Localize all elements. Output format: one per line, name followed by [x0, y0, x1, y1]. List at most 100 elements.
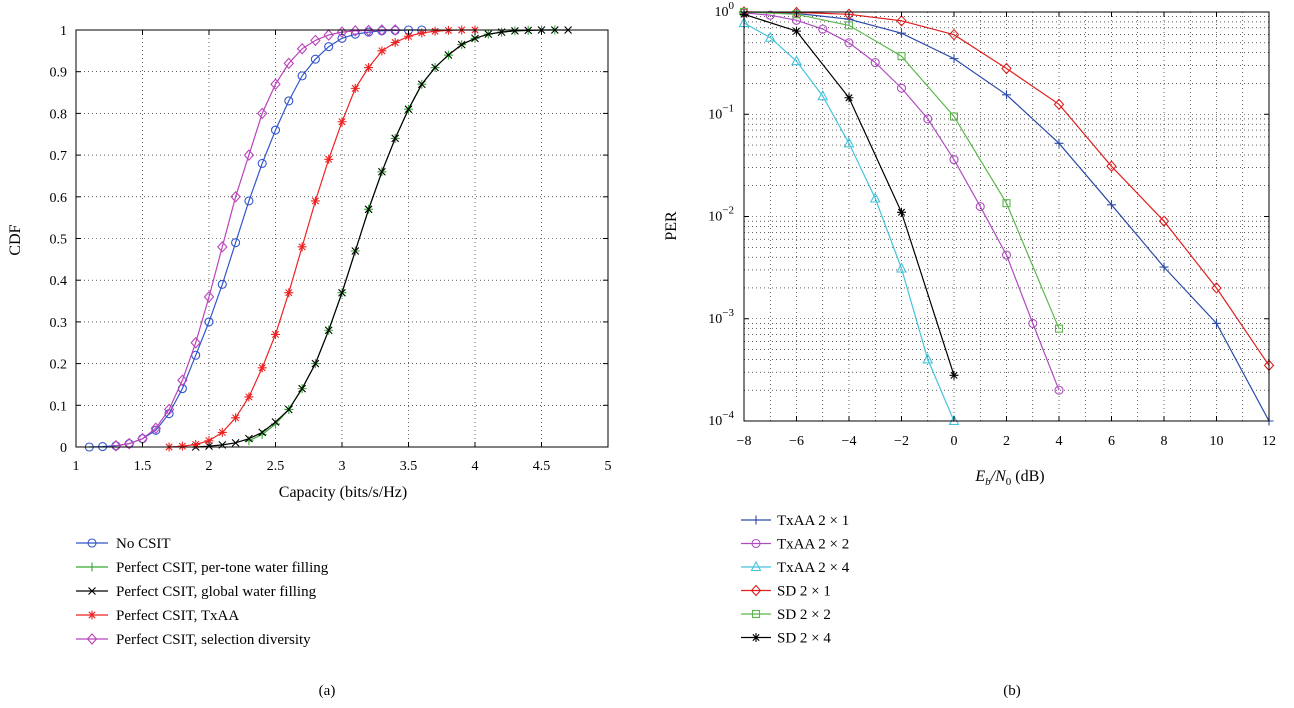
legend-item-no-csit: No CSIT	[76, 536, 171, 552]
legend-marker	[751, 633, 761, 642]
x-tick-label: 3.5	[400, 459, 418, 474]
series-line	[743, 22, 955, 422]
data-point	[363, 24, 374, 37]
legend-label: Perfect CSIT, global water filling	[116, 584, 317, 600]
data-point	[818, 24, 828, 34]
data-point	[324, 154, 334, 164]
series-perfect-csit-global-water-filling	[191, 26, 572, 451]
chart-a-tick-labels: 1 1.5 2 2.5 3 3.5 4 4.5 5 0 0.1 0.2 0.3 0.4 0.5 0.6 0.7 0…	[50, 24, 612, 474]
data-point	[283, 57, 295, 70]
chart-a-y-axis-label: CDF	[7, 224, 24, 255]
y-tick-label: 10−2	[708, 205, 734, 225]
chart-b-x-axis-label: Eb/N0 (dB)	[974, 468, 1044, 488]
data-point	[364, 205, 373, 214]
y-tick-label: 0.6	[50, 191, 68, 206]
data-point	[949, 370, 959, 380]
data-point	[190, 336, 201, 349]
y-tick-label: 10−1	[708, 102, 734, 122]
legend-item-perfect-csit-selection-diversity: Perfect CSIT, selection diversity	[76, 632, 311, 648]
legend-label: Perfect CSIT, per-tone water filling	[116, 560, 329, 576]
y-tick-label: 100	[715, 0, 735, 20]
data-point	[922, 353, 934, 364]
data-point	[1053, 98, 1065, 111]
data-point	[843, 137, 855, 148]
data-point	[324, 42, 334, 52]
data-point	[1158, 215, 1170, 228]
data-point	[975, 202, 985, 212]
data-point	[1002, 199, 1011, 208]
data-point	[948, 414, 960, 426]
x-tick-label: 1.5	[134, 459, 152, 474]
legend-item-txaa-2-2: TxAA 2 × 2	[741, 537, 849, 553]
x-tick-label: 2	[1003, 434, 1010, 449]
data-point	[457, 40, 466, 49]
legend-item-txaa-2-4: TxAA 2 × 4	[741, 560, 850, 576]
chart-b-tick-labels: −8 −6 −4 −2 0 2 4 6 8 10 12 100 10−1 10−2 10−3 10−4	[708, 0, 1276, 449]
data-point	[231, 413, 241, 423]
legend-item-sd-2-1: SD 2 × 1	[741, 584, 831, 600]
chart-b-axes	[743, 11, 1270, 422]
legend-label: TxAA 2 × 2	[777, 537, 849, 553]
y-tick-label: 0.5	[50, 233, 68, 248]
legend-marker	[751, 538, 761, 549]
data-point	[1001, 250, 1012, 260]
data-point	[257, 363, 267, 373]
data-point	[244, 436, 254, 446]
data-point	[764, 31, 776, 42]
data-point	[378, 167, 386, 176]
data-point	[110, 439, 122, 452]
data-point	[792, 26, 801, 36]
legend-marker	[750, 584, 762, 597]
data-point	[404, 105, 413, 114]
data-point	[896, 262, 907, 273]
y-tick-label: 0.7	[50, 149, 68, 164]
data-point	[256, 107, 268, 120]
data-point	[1054, 324, 1064, 333]
data-point	[310, 196, 320, 206]
series-line	[169, 29, 475, 448]
x-tick-label: 4	[472, 459, 479, 474]
data-point	[191, 439, 201, 449]
data-point	[337, 117, 347, 127]
data-point	[844, 93, 854, 103]
data-point	[869, 192, 881, 203]
chart-b-legend: TxAA 2 × 1 TxAA 2 × 2 TxAA 2 × 4 SD 2 × 1 SD…	[741, 513, 850, 647]
data-point	[297, 242, 307, 252]
chart-a-axes	[75, 29, 609, 448]
series-perfect-csit-per-tone-water-filling	[244, 25, 560, 446]
data-point	[791, 55, 802, 66]
data-point	[257, 158, 267, 168]
data-point	[271, 418, 280, 426]
data-point	[870, 58, 880, 68]
x-tick-label: 2	[206, 459, 213, 474]
data-point	[1212, 318, 1221, 328]
x-tick-label: 6	[1108, 434, 1115, 449]
data-point	[177, 441, 187, 451]
chart-b-grid	[744, 12, 1269, 421]
data-point	[404, 31, 413, 41]
data-point	[217, 279, 227, 289]
data-point	[1028, 318, 1038, 328]
data-point	[897, 28, 906, 38]
data-point	[417, 28, 427, 38]
chart-b-panel-caption: (b)	[1003, 683, 1021, 699]
y-tick-label: 0	[60, 441, 67, 456]
data-point	[217, 241, 228, 253]
data-point	[391, 134, 400, 143]
data-point	[311, 359, 320, 368]
chart-panel-b: −8 −6 −4 −2 0 2 4 6 8 10 12 100 10−1 10−2 10−3 10−4 Eb/…	[663, 0, 1276, 699]
x-tick-label: −2	[894, 434, 909, 449]
legend-label: SD 2 × 2	[777, 607, 831, 623]
series-txaa-2-4	[738, 16, 960, 426]
legend-item-perfect-csit-global-water-filling: Perfect CSIT, global water filling	[76, 584, 317, 600]
data-point	[163, 403, 175, 416]
data-point	[258, 428, 267, 437]
legend-label: SD 2 × 1	[777, 584, 831, 600]
legend-item-perfect-csit-per-tone-water-filling: Perfect CSIT, per-tone water filling	[76, 560, 329, 576]
data-point	[948, 28, 960, 41]
data-point	[896, 83, 907, 93]
data-point	[844, 38, 854, 48]
chart-a-x-axis-label: Capacity (bits/s/Hz)	[279, 484, 407, 501]
data-point	[217, 427, 227, 437]
y-tick-label: 10−4	[708, 409, 734, 429]
